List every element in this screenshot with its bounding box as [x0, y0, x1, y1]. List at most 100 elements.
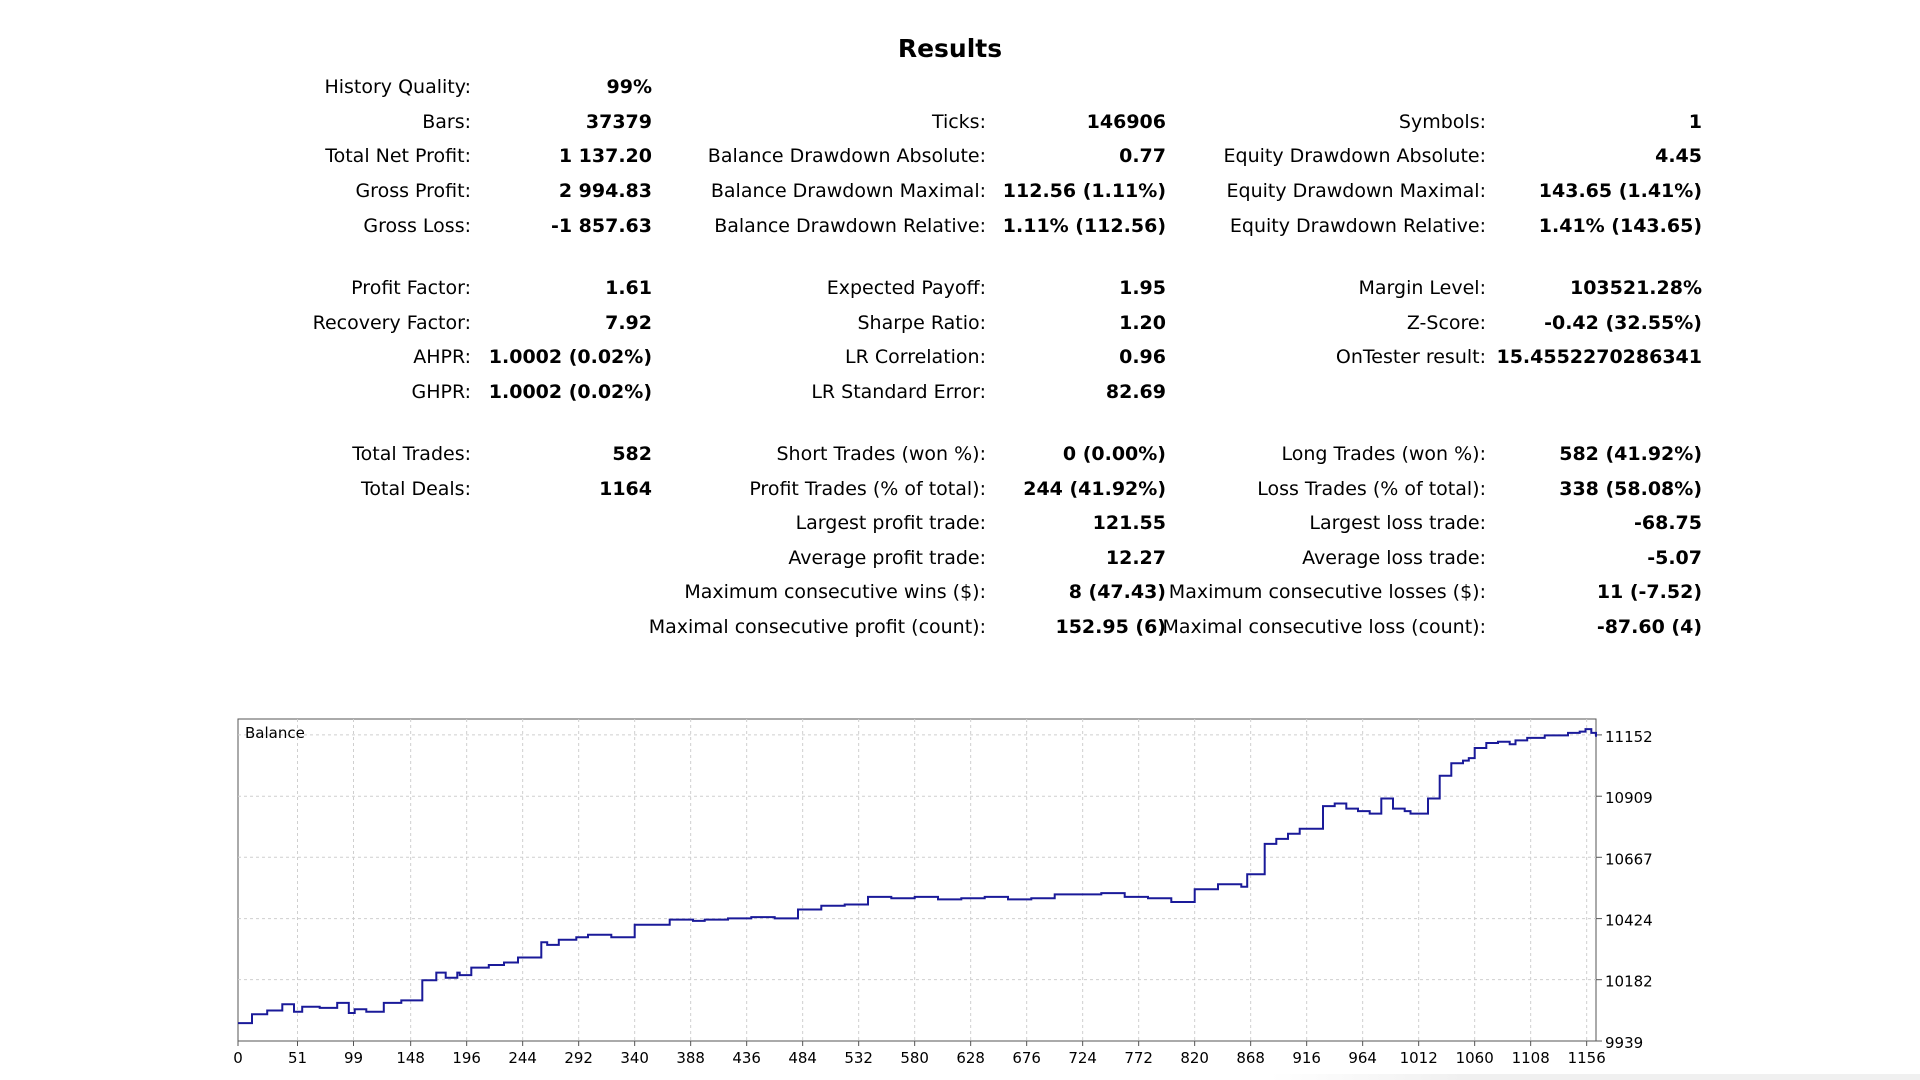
stat-label-loss-trades: Loss Trades (% of total):	[1257, 478, 1486, 500]
stat-label-ontester: OnTester result:	[1335, 346, 1486, 368]
stat-label-ticks: Ticks:	[931, 111, 986, 133]
x-tick-label: 1012	[1400, 1049, 1438, 1067]
x-tick-label: 0	[233, 1049, 243, 1067]
stat-label-profit-trades: Profit Trades (% of total):	[749, 478, 986, 500]
stat-value-recovery-factor: 7.92	[605, 312, 652, 334]
stat-label-balance-dd-abs: Balance Drawdown Absolute:	[707, 145, 986, 167]
stat-value-lr-correlation: 0.96	[1119, 346, 1166, 368]
stat-value-gross-loss: -1 857.63	[550, 215, 652, 237]
stat-label-avg-profit: Average profit trade:	[788, 547, 986, 569]
stat-label-equity-dd-max: Equity Drawdown Maximal:	[1226, 180, 1486, 202]
balance-line	[238, 728, 1597, 1025]
stat-label-balance-dd-max: Balance Drawdown Maximal:	[710, 180, 986, 202]
stat-value-max-consec-losses: 11 (-7.52)	[1596, 581, 1702, 603]
x-tick-label: 148	[396, 1049, 425, 1067]
x-tick-label: 340	[620, 1049, 649, 1067]
stat-value-ghpr: 1.0002 (0.02%)	[488, 381, 652, 403]
stat-value-total-net-profit: 1 137.20	[558, 145, 652, 167]
x-tick-label: 99	[344, 1049, 363, 1067]
stat-value-margin-level: 103521.28%	[1569, 277, 1702, 299]
stat-value-equity-dd-rel: 1.41% (143.65)	[1538, 215, 1702, 237]
stat-value-ticks: 146906	[1086, 111, 1166, 133]
y-tick-label: 10909	[1605, 789, 1653, 807]
stat-value-short-trades: 0 (0.00%)	[1062, 443, 1166, 465]
x-tick-label: 51	[288, 1049, 307, 1067]
x-tick-label: 196	[452, 1049, 481, 1067]
x-tick-label: 436	[732, 1049, 761, 1067]
stat-label-expected-payoff: Expected Payoff:	[826, 277, 986, 299]
x-tick-label: 532	[844, 1049, 873, 1067]
stat-value-max-consec-wins: 8 (47.43)	[1068, 581, 1166, 603]
stat-value-total-deals: 1164	[599, 478, 652, 500]
stat-label-lr-std-error: LR Standard Error:	[811, 381, 986, 403]
x-tick-label: 772	[1124, 1049, 1153, 1067]
x-tick-label: 244	[508, 1049, 537, 1067]
results-title: Results	[897, 34, 1003, 63]
stat-label-bars: Bars:	[422, 111, 471, 133]
stat-value-ontester: 15.4552270286341	[1496, 346, 1702, 368]
stat-value-ahpr: 1.0002 (0.02%)	[488, 346, 652, 368]
stat-label-z-score: Z-Score:	[1406, 312, 1486, 334]
stat-label-recovery-factor: Recovery Factor:	[312, 312, 471, 334]
y-tick-label: 10667	[1605, 850, 1653, 868]
x-tick-label: 1060	[1456, 1049, 1494, 1067]
stat-value-z-score: -0.42 (32.55%)	[1544, 312, 1702, 334]
stat-value-maximal-consec-loss: -87.60 (4)	[1596, 616, 1702, 638]
stat-label-sharpe-ratio: Sharpe Ratio:	[857, 312, 986, 334]
stat-label-total-net-profit: Total Net Profit:	[325, 145, 471, 167]
stat-value-history-quality: 99%	[606, 76, 652, 98]
stat-value-long-trades: 582 (41.92%)	[1559, 443, 1702, 465]
stat-label-equity-dd-rel: Equity Drawdown Relative:	[1229, 215, 1486, 237]
stat-label-equity-dd-abs: Equity Drawdown Absolute:	[1223, 145, 1487, 167]
stat-value-bars: 37379	[585, 111, 652, 133]
y-tick-label: 10424	[1605, 912, 1653, 930]
x-tick-label: 820	[1180, 1049, 1209, 1067]
stat-label-avg-loss: Average loss trade:	[1302, 547, 1486, 569]
stat-value-largest-profit: 121.55	[1092, 512, 1166, 534]
x-tick-label: 484	[788, 1049, 817, 1067]
stat-label-history-quality: History Quality:	[324, 76, 471, 98]
stat-label-profit-factor: Profit Factor:	[351, 277, 471, 299]
stat-value-maximal-consec-profit: 152.95 (6)	[1055, 616, 1166, 638]
stat-value-total-trades: 582	[612, 443, 652, 465]
stat-label-gross-loss: Gross Loss:	[363, 215, 471, 237]
stat-value-gross-profit: 2 994.83	[558, 180, 652, 202]
stat-label-max-consec-wins: Maximum consecutive wins ($):	[684, 581, 986, 603]
x-tick-label: 676	[1012, 1049, 1041, 1067]
stat-label-long-trades: Long Trades (won %):	[1281, 443, 1486, 465]
stat-value-loss-trades: 338 (58.08%)	[1559, 478, 1702, 500]
stat-label-short-trades: Short Trades (won %):	[776, 443, 986, 465]
stat-value-balance-dd-rel: 1.11% (112.56)	[1002, 215, 1166, 237]
stat-label-maximal-consec-loss: Maximal consecutive loss (count):	[1162, 616, 1487, 638]
stat-label-ghpr: GHPR:	[411, 381, 472, 403]
stat-value-balance-dd-abs: 0.77	[1119, 145, 1166, 167]
y-tick-label: 11152	[1605, 728, 1653, 746]
stat-value-expected-payoff: 1.95	[1119, 277, 1166, 299]
stat-value-sharpe-ratio: 1.20	[1119, 312, 1166, 334]
x-tick-label: 1156	[1568, 1049, 1606, 1067]
stat-value-equity-dd-abs: 4.45	[1655, 145, 1702, 167]
stat-label-largest-profit: Largest profit trade:	[795, 512, 986, 534]
x-tick-label: 964	[1348, 1049, 1377, 1067]
stat-label-margin-level: Margin Level:	[1358, 277, 1487, 299]
stat-label-largest-loss: Largest loss trade:	[1309, 512, 1486, 534]
chart-frame	[237, 718, 1597, 1042]
stat-label-lr-correlation: LR Correlation:	[845, 346, 986, 368]
stat-value-avg-loss: -5.07	[1647, 547, 1702, 569]
x-tick-label: 868	[1236, 1049, 1265, 1067]
stat-label-max-consec-losses: Maximum consecutive losses ($):	[1168, 581, 1486, 603]
x-tick-label: 724	[1068, 1049, 1097, 1067]
stat-label-symbols: Symbols:	[1398, 111, 1486, 133]
x-tick-label: 1108	[1512, 1049, 1550, 1067]
x-tick-label: 916	[1292, 1049, 1321, 1067]
stat-label-ahpr: AHPR:	[413, 346, 471, 368]
stat-label-balance-dd-rel: Balance Drawdown Relative:	[714, 215, 986, 237]
stat-value-profit-factor: 1.61	[605, 277, 652, 299]
stat-value-largest-loss: -68.75	[1634, 512, 1702, 534]
stat-value-lr-std-error: 82.69	[1105, 381, 1166, 403]
legend-label: Balance	[245, 724, 305, 742]
stat-value-profit-trades: 244 (41.92%)	[1023, 478, 1166, 500]
stat-value-balance-dd-max: 112.56 (1.11%)	[1002, 180, 1166, 202]
x-tick-label: 292	[564, 1049, 593, 1067]
